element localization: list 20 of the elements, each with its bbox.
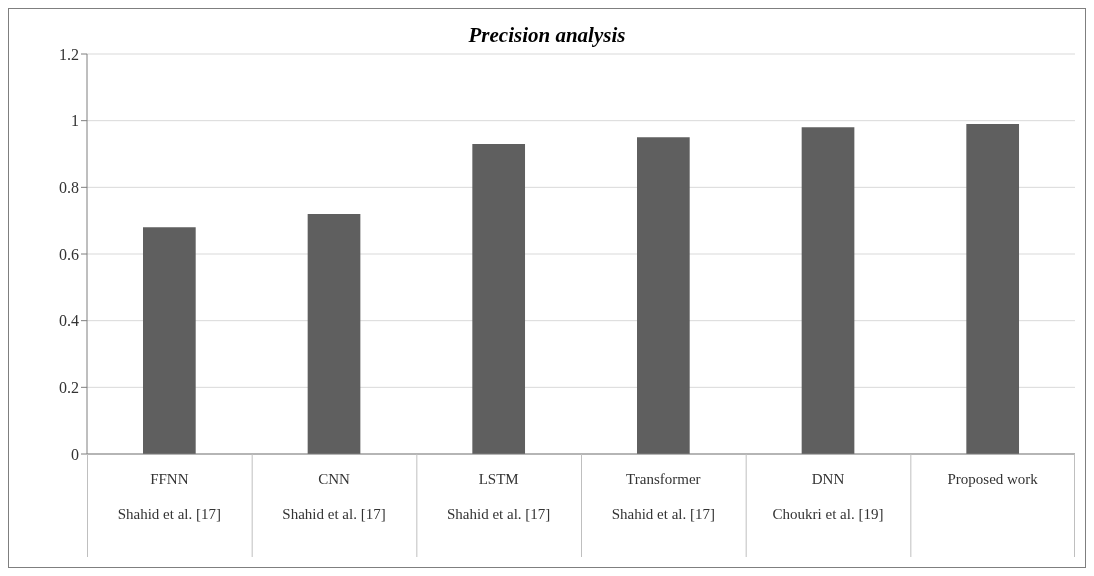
chart-title: Precision analysis bbox=[468, 23, 626, 47]
y-tick-label: 0 bbox=[71, 445, 79, 463]
category-label: CNN Shahid et al. [17] bbox=[282, 471, 386, 522]
category-label: Transformer Shahid et al. [17] bbox=[611, 471, 715, 522]
bar bbox=[472, 144, 526, 454]
category-label: LSTM Shahid et al. [17] bbox=[447, 471, 551, 522]
y-tick-label: 1.2 bbox=[59, 45, 79, 63]
category-label: FFNN Shahid et al. [17] bbox=[117, 471, 221, 522]
y-tick-label: 1 bbox=[71, 112, 79, 130]
bar bbox=[637, 137, 690, 454]
bar bbox=[143, 227, 196, 454]
bar bbox=[801, 127, 855, 454]
x-tick-label: Proposed work bbox=[947, 471, 1039, 487]
y-tick-label: 0.2 bbox=[59, 379, 79, 397]
y-tick-label: 0.6 bbox=[59, 245, 79, 263]
y-tick-label: 0.4 bbox=[59, 312, 79, 330]
bar bbox=[307, 214, 361, 454]
category-label: DNN Choukri et al. [19] bbox=[772, 471, 884, 522]
bar bbox=[966, 124, 1020, 454]
y-tick-label: 0.8 bbox=[59, 179, 79, 197]
